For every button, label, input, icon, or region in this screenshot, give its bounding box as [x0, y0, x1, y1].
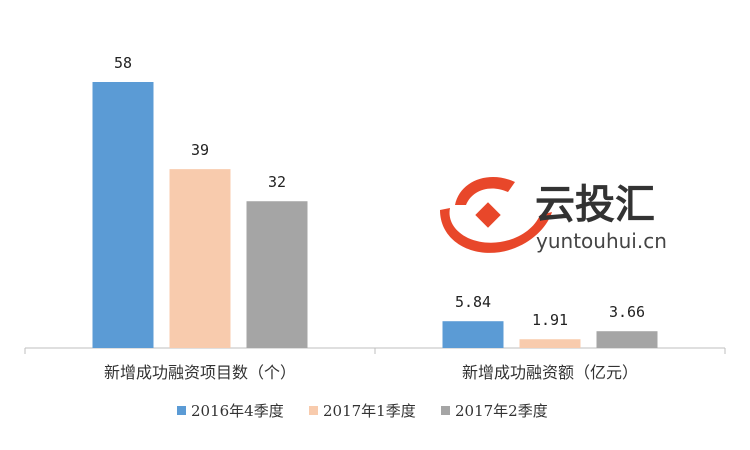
- bar-1-1: [519, 339, 581, 348]
- watermark-title: 云投汇: [535, 182, 655, 228]
- legend-swatch-2: [441, 406, 450, 415]
- category-label-1: 新增成功融资额（亿元）: [462, 363, 638, 382]
- bar-0-2: [246, 201, 308, 348]
- legend-label-2: 2017年2季度: [455, 402, 548, 420]
- bar-0-0: [92, 82, 154, 348]
- data-label-0-0: 58: [114, 54, 132, 72]
- logo-swoosh-bottom-icon: [440, 208, 552, 253]
- bar-1-2: [596, 331, 658, 348]
- legend-swatch-1: [309, 406, 318, 415]
- data-label-1-2: 3.66: [609, 303, 645, 321]
- legend-label-0: 2016年4季度: [191, 402, 284, 420]
- data-label-1-1: 1.91: [532, 311, 568, 329]
- watermark-logo: 云投汇 yuntouhui.cn: [440, 176, 667, 253]
- category-label-0: 新增成功融资项目数（个）: [104, 363, 296, 382]
- data-label-1-0: 5.84: [455, 293, 491, 311]
- data-label-0-1: 39: [191, 141, 209, 159]
- bar-0-1: [169, 169, 231, 348]
- legend-label-1: 2017年1季度: [323, 402, 416, 420]
- data-label-0-2: 32: [268, 173, 286, 191]
- legend-swatch-0: [177, 406, 186, 415]
- watermark-subtitle: yuntouhui.cn: [536, 229, 667, 253]
- logo-swoosh-top-icon: [455, 176, 515, 205]
- bar-1-0: [442, 321, 504, 348]
- logo-diamond-icon: [475, 202, 501, 228]
